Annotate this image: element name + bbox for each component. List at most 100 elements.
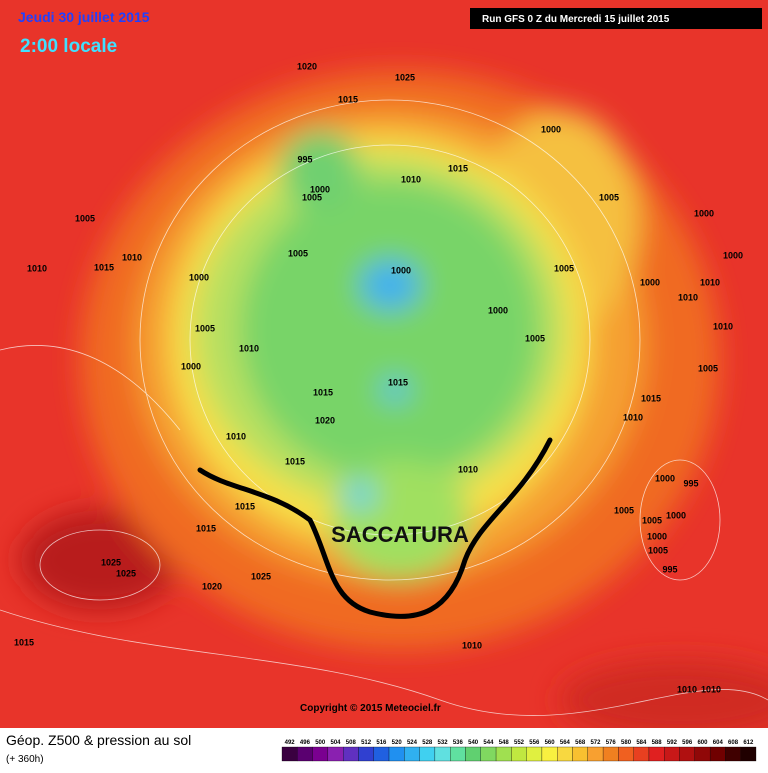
scale-tick-label: 508: [346, 740, 357, 746]
isobar-label: 1005: [614, 505, 634, 515]
scale-tick-label: 596: [682, 740, 693, 746]
color-swatch: [633, 746, 650, 762]
run-info: Run GFS 0 Z du Mercredi 15 juillet 2015: [482, 14, 670, 25]
scale-tick-label: 592: [667, 740, 678, 746]
color-swatch: [679, 746, 695, 762]
isobar-label: 1010: [623, 412, 643, 422]
scale-tick-label: 496: [300, 740, 311, 746]
isobar-label: 1005: [75, 213, 95, 223]
isobar-label: 1005: [288, 248, 308, 258]
scale-tick-label: 580: [621, 740, 632, 746]
scale-tick-label: 548: [499, 740, 510, 746]
isobar-label: 1005: [554, 263, 574, 273]
isobar-label: 1015: [338, 94, 358, 104]
isobar-label: 1010: [678, 292, 698, 302]
isobar-label: 995: [662, 564, 677, 574]
field-background: [0, 0, 768, 740]
color-swatch: [419, 746, 436, 762]
color-swatch: [495, 746, 512, 762]
isobar-label: 1000: [694, 208, 714, 218]
color-swatch: [526, 746, 543, 762]
isobar-label: 1025: [116, 568, 136, 578]
isobar-label: 1015: [94, 262, 114, 272]
color-swatch: [541, 746, 558, 762]
isobar-label: 1000: [391, 265, 411, 275]
isobar-label: 1010: [226, 431, 246, 441]
isobar-label: 1000: [647, 531, 667, 541]
isobar-label: 1025: [395, 72, 415, 82]
isobar-label: 1015: [388, 377, 408, 387]
scale-tick-label: 588: [652, 740, 663, 746]
isobar-label: 1020: [315, 415, 335, 425]
color-swatch: [281, 746, 298, 762]
isobar-label: 1000: [189, 272, 209, 282]
scale-tick-label: 504: [331, 740, 342, 746]
isobar-label: 1005: [648, 545, 668, 555]
isobar-label: 1015: [235, 501, 255, 511]
isobar-label: 1020: [202, 581, 222, 591]
scale-tick-label: 552: [514, 740, 525, 746]
isobar-label: 1015: [448, 163, 468, 173]
scale-tick-label: 512: [361, 740, 372, 746]
isobar-label: 1010: [401, 174, 421, 184]
time: 2:00 locale: [20, 36, 117, 57]
isobar-label: 1005: [525, 333, 545, 343]
scale-tick-label: 612: [743, 740, 754, 746]
scale-tick-label: 528: [422, 740, 433, 746]
isobar-label: 1025: [101, 557, 121, 567]
color-swatch: [373, 746, 390, 762]
scale-tick-label: 516: [376, 740, 387, 746]
color-swatch: [297, 746, 313, 762]
scale-tick-label: 568: [575, 740, 586, 746]
isobar-label: 1005: [599, 192, 619, 202]
color-swatch: [327, 746, 344, 762]
isobar-label: 1015: [285, 456, 305, 466]
legend-title: Géop. Z500 & pression au sol: [6, 732, 191, 748]
isobar-label: 1010: [713, 321, 733, 331]
color-swatch: [358, 746, 374, 762]
color-swatch: [587, 746, 604, 762]
isobar-label: 1000: [666, 510, 686, 520]
scale-tick-label: 492: [285, 740, 296, 746]
isobar-label: 1000: [723, 250, 743, 260]
color-swatch: [664, 746, 680, 762]
color-scale: 492 496 500 504 508 512 516 520 524 528 532 536 540 5…: [281, 740, 757, 762]
isobar-label: 1000: [488, 305, 508, 315]
scale-tick-label: 556: [529, 740, 540, 746]
scale-tick-label: 584: [636, 740, 647, 746]
isobar-label: 1000: [655, 473, 675, 483]
isobar-label: 1015: [641, 393, 661, 403]
isobar-label: 1010: [677, 684, 697, 694]
isobar-label: 1010: [122, 252, 142, 262]
scale-tick-label: 520: [392, 740, 403, 746]
scale-tick-label: 500: [315, 740, 326, 746]
isobar-label: 1000: [310, 184, 330, 194]
isobar-label: 995: [683, 478, 698, 488]
isobar-label: 1010: [700, 277, 720, 287]
isobar-label: 1000: [181, 361, 201, 371]
legend-subtitle: (+ 360h): [6, 754, 44, 765]
scale-tick-label: 540: [468, 740, 479, 746]
color-swatch: [480, 746, 497, 762]
isobar-label: 1010: [701, 684, 721, 694]
scale-tick-label: 544: [483, 740, 494, 746]
isobar-label: 1005: [302, 192, 322, 202]
color-swatch: [511, 746, 527, 762]
color-swatch: [572, 746, 588, 762]
color-swatch: [709, 746, 726, 762]
isobar-labels: 1020102510151000995100010051010101510051…: [14, 61, 743, 694]
color-swatch: [740, 746, 757, 762]
color-swatch: [618, 746, 634, 762]
color-swatch: [404, 746, 420, 762]
scale-tick-label: 608: [728, 740, 739, 746]
color-swatch: [343, 746, 359, 762]
isobar-label: 1005: [195, 323, 215, 333]
scale-tick-label: 524: [407, 740, 418, 746]
color-swatch: [450, 746, 466, 762]
isobar-label: 1005: [698, 363, 718, 373]
isobar-label: 1020: [297, 61, 317, 71]
date: Jeudi 30 juillet 2015: [18, 9, 150, 25]
isobar-label: 1015: [196, 523, 216, 533]
color-swatch: [388, 746, 405, 762]
isobar-label: 1000: [541, 124, 561, 134]
